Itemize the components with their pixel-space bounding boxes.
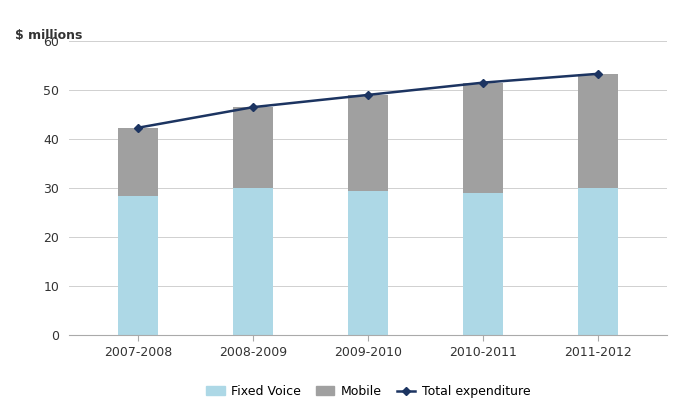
Text: $ millions: $ millions <box>15 29 83 42</box>
Bar <box>348 95 388 191</box>
Bar <box>118 128 158 196</box>
Bar <box>578 74 619 188</box>
Bar <box>463 83 504 193</box>
Bar <box>118 196 158 335</box>
Bar <box>348 191 388 335</box>
Legend: Fixed Voice, Mobile, Total expenditure: Fixed Voice, Mobile, Total expenditure <box>201 380 535 403</box>
Bar <box>578 188 619 335</box>
Bar <box>233 107 273 188</box>
Bar <box>463 193 504 335</box>
Bar <box>233 188 273 335</box>
